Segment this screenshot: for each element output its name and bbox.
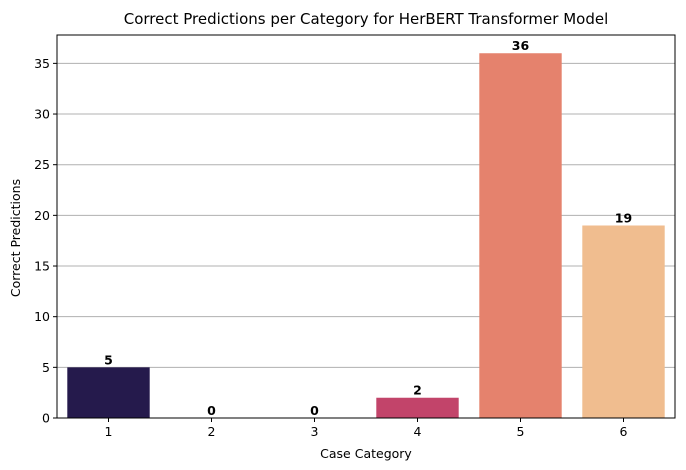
- value-label: 2: [413, 383, 422, 398]
- bar-4: [376, 397, 459, 418]
- y-tick-label: 30: [34, 107, 50, 122]
- x-tick-label: 6: [620, 424, 628, 439]
- value-labels: 5 0 0 2 36 19: [104, 38, 632, 418]
- y-tick-label: 35: [34, 56, 50, 71]
- value-label: 5: [104, 352, 113, 367]
- y-tick-label: 25: [34, 157, 50, 172]
- x-tick-label: 3: [311, 424, 319, 439]
- value-label: 36: [512, 38, 530, 53]
- x-axis-label: Case Category: [320, 446, 412, 461]
- x-tick-label: 2: [208, 424, 216, 439]
- y-tick-label: 5: [42, 360, 50, 375]
- x-tick-label: 1: [105, 424, 113, 439]
- y-tick-label: 15: [34, 259, 50, 274]
- value-label: 0: [207, 403, 216, 418]
- grid-lines: [57, 62, 675, 368]
- x-tick-label: 5: [517, 424, 525, 439]
- y-axis-ticks: 0 5 10 15 20 25 30 35: [34, 56, 57, 426]
- y-tick-label: 10: [34, 309, 50, 324]
- bar-5: [479, 53, 562, 418]
- y-axis-label: Correct Predictions: [8, 179, 23, 297]
- y-tick-label: 0: [42, 411, 50, 426]
- plot-frame: [56, 34, 676, 419]
- bar-1: [67, 367, 150, 418]
- value-label: 19: [615, 210, 632, 225]
- x-tick-label: 4: [414, 424, 422, 439]
- bars: [67, 53, 665, 418]
- y-tick-label: 20: [34, 208, 50, 223]
- bar-6: [582, 225, 665, 418]
- x-axis-ticks: 1 2 3 4 5 6: [105, 418, 628, 439]
- chart-title: Correct Predictions per Category for Her…: [124, 10, 609, 28]
- value-label: 0: [310, 403, 319, 418]
